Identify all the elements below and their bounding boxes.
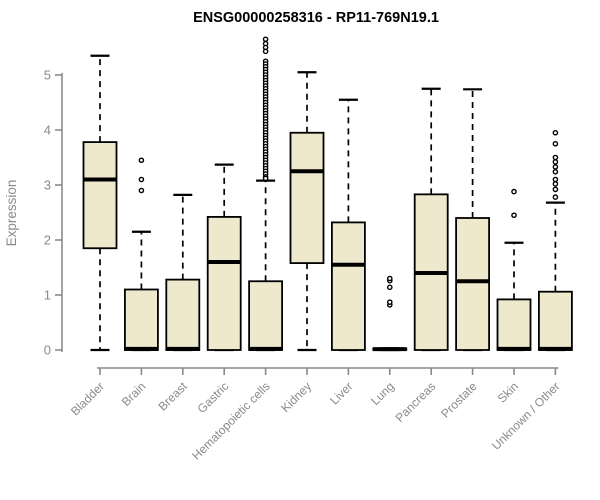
outlier-point — [386, 275, 393, 282]
outlier-point — [552, 140, 559, 147]
iqr-box — [289, 131, 325, 265]
x-category-label: Bladder — [68, 379, 107, 418]
y-tick-label: 2 — [44, 233, 51, 248]
outlier-point — [552, 176, 559, 183]
boxplot-bladder — [82, 54, 118, 352]
boxplot-breast — [165, 193, 201, 352]
iqr-box — [165, 278, 201, 351]
boxplot-gastric — [206, 163, 242, 352]
outlier-point — [552, 164, 559, 170]
x-category-label: Skin — [495, 379, 521, 405]
iqr-box — [496, 298, 532, 351]
x-category-label: Kidney — [278, 379, 314, 415]
iqr-box — [124, 288, 159, 351]
iqr-box — [82, 141, 118, 250]
outlier-point — [138, 187, 145, 194]
y-tick-label: 5 — [44, 68, 51, 83]
outlier-point — [511, 188, 517, 195]
boxplot-lung — [372, 275, 408, 352]
x-category-label: Pancreas — [393, 379, 439, 425]
y-axis: 0 1 2 3 4 5 — [44, 68, 63, 358]
boxplot-brain — [124, 157, 159, 352]
iqr-box — [538, 290, 573, 351]
outlier-point — [511, 212, 517, 219]
boxplot-prostate — [455, 88, 491, 352]
outlier-point — [262, 175, 269, 182]
y-tick-label: 1 — [44, 288, 51, 303]
y-axis-title: Expression — [4, 180, 19, 247]
y-tick-label: 0 — [44, 343, 51, 358]
x-category-label: Brain — [119, 379, 149, 409]
boxplot-pancreas — [413, 87, 449, 352]
x-category-label: Breast — [155, 379, 190, 414]
outlier-point — [386, 299, 393, 305]
boxplot-series — [82, 36, 573, 352]
outlier-point — [552, 129, 559, 136]
iqr-box — [455, 217, 491, 351]
outlier-point — [262, 36, 269, 43]
outlier-point — [552, 168, 559, 175]
y-tick-label: 3 — [44, 178, 51, 193]
x-category-label: Gastric — [195, 379, 232, 416]
y-tick-label: 4 — [44, 123, 51, 138]
iqr-box — [330, 221, 366, 351]
boxplot-kidney — [289, 71, 325, 352]
outlier-point — [552, 186, 559, 193]
x-category-label: Hematopoietic cells — [189, 379, 272, 462]
boxplot-unknown-other — [538, 129, 573, 352]
outlier-point — [138, 157, 145, 164]
x-category-label: Liver — [327, 379, 355, 407]
outlier-point — [386, 284, 393, 291]
iqr-box — [248, 280, 284, 351]
x-category-label: Prostate — [438, 379, 480, 421]
outlier-point — [262, 48, 269, 55]
iqr-box — [206, 215, 242, 351]
boxplot-skin — [496, 188, 532, 352]
outlier-point — [138, 176, 145, 183]
outlier-point — [552, 181, 559, 187]
x-category-label: Lung — [368, 379, 397, 408]
boxplot-liver — [330, 98, 366, 352]
outlier-point — [552, 159, 559, 165]
chart-title: ENSG00000258316 - RP11-769N19.1 — [193, 10, 439, 26]
outlier-point — [552, 154, 559, 161]
outlier-point — [552, 194, 559, 200]
boxplot-hematopoietic-cells — [248, 36, 284, 352]
